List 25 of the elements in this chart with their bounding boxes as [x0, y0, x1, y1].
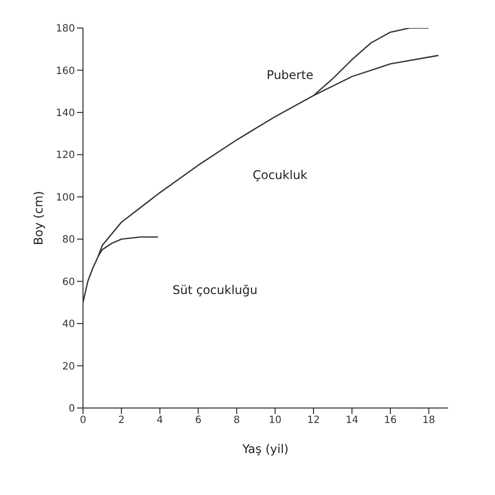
annotation: Puberte: [266, 68, 314, 82]
x-tick-label: 14: [346, 415, 358, 426]
x-tick-label: 12: [307, 415, 320, 426]
y-tick-label: 0: [68, 404, 75, 415]
y-tick-label: 140: [56, 108, 75, 119]
x-tick-label: 18: [422, 415, 436, 426]
x-axis-title: Yaş (yil): [241, 442, 289, 456]
x-tick-label: 10: [268, 415, 282, 426]
y-tick-label: 180: [56, 24, 75, 35]
y-tick-label: 20: [62, 361, 75, 372]
y-axis-title: Boy (cm): [31, 190, 46, 246]
y-tick-label: 60: [62, 276, 75, 288]
y-tick-label: 120: [56, 150, 75, 162]
x-tick-label: 4: [156, 415, 164, 426]
y-tick-label: 160: [56, 66, 75, 77]
y-tick-label: 80: [62, 234, 75, 246]
x-tick-label: 0: [80, 415, 86, 426]
x-tick-label: 8: [233, 415, 240, 426]
y-tick-label: 100: [56, 192, 75, 204]
x-tick-label: 16: [384, 415, 397, 426]
y-tick-label: 40: [62, 319, 75, 330]
x-tick-label: 6: [195, 415, 202, 426]
annotation: Süt çocukluğu: [172, 283, 258, 297]
annotation: Çocukluk: [252, 168, 308, 182]
x-tick-label: 2: [118, 415, 125, 426]
